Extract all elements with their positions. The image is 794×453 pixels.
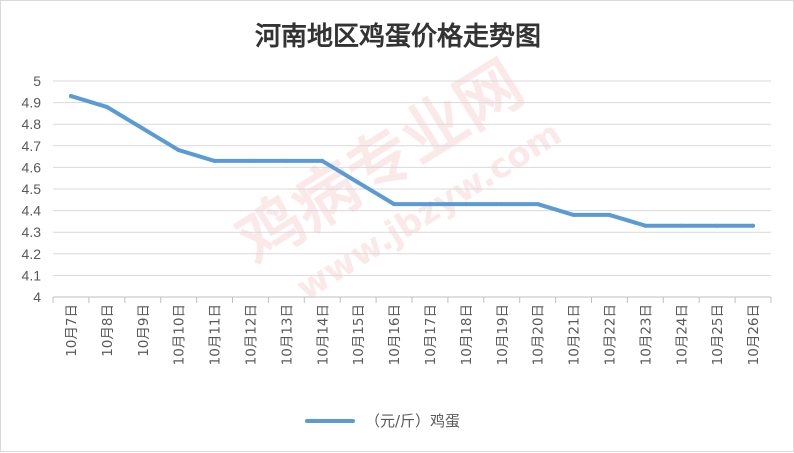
x-tick-label: 10月13日 bbox=[279, 304, 295, 365]
data-point bbox=[751, 223, 756, 228]
legend-label: （元/斤）鸡蛋 bbox=[365, 412, 460, 430]
gridlines bbox=[53, 80, 771, 276]
y-tick-label: 4 bbox=[33, 289, 41, 305]
y-tick-label: 4.2 bbox=[22, 246, 42, 262]
data-point bbox=[356, 180, 361, 185]
y-tick-label: 4.6 bbox=[22, 159, 42, 175]
x-tick-label: 10月8日 bbox=[100, 304, 116, 357]
data-point bbox=[571, 212, 576, 217]
watermark-logo: 鸡病专业网 www.jbzyw.com bbox=[225, 47, 568, 308]
x-tick-label: 10月15日 bbox=[351, 304, 367, 365]
data-point bbox=[499, 202, 504, 207]
data-point bbox=[535, 202, 540, 207]
data-point bbox=[392, 202, 397, 207]
data-point bbox=[248, 158, 253, 163]
series-layer bbox=[68, 94, 756, 228]
data-point bbox=[212, 158, 217, 163]
x-tick-label: 10月26日 bbox=[746, 304, 762, 365]
x-tick-label: 10月16日 bbox=[387, 304, 403, 365]
x-tick-label: 10月18日 bbox=[459, 304, 475, 365]
data-point bbox=[607, 212, 612, 217]
x-tick-label: 10月20日 bbox=[531, 304, 547, 365]
x-tick-label: 10月7日 bbox=[64, 304, 80, 357]
data-point bbox=[715, 223, 720, 228]
series-line bbox=[69, 94, 755, 228]
y-tick-label: 4.7 bbox=[22, 138, 42, 154]
legend: （元/斤）鸡蛋 bbox=[305, 412, 460, 430]
data-point bbox=[176, 148, 181, 153]
data-point bbox=[104, 104, 109, 109]
x-tick-label: 10月17日 bbox=[423, 304, 439, 365]
x-tick-label: 10月12日 bbox=[243, 304, 259, 365]
data-point bbox=[284, 158, 289, 163]
data-point bbox=[320, 158, 325, 163]
y-tick-label: 4.4 bbox=[22, 203, 42, 219]
x-tick-label: 10月9日 bbox=[136, 304, 152, 357]
y-tick-label: 4.1 bbox=[22, 267, 42, 283]
x-tick-label: 10月10日 bbox=[172, 304, 188, 365]
y-tick-label: 4.3 bbox=[22, 224, 42, 240]
x-tick-label: 10月25日 bbox=[710, 304, 726, 365]
y-axis-ticks: 4 4.1 4.2 4.3 4.4 4.5 4.6 4.7 4.8 4.9 5 bbox=[22, 73, 42, 305]
y-tick-label: 4.9 bbox=[22, 95, 42, 111]
x-tick-label: 10月22日 bbox=[602, 304, 618, 365]
data-point bbox=[140, 126, 145, 131]
x-tick-label: 10月11日 bbox=[208, 304, 224, 365]
x-tick-label: 10月21日 bbox=[567, 304, 583, 365]
data-point bbox=[427, 202, 432, 207]
x-tick-label: 10月23日 bbox=[638, 304, 654, 365]
data-point bbox=[463, 202, 468, 207]
data-point bbox=[679, 223, 684, 228]
chart-title: 河南地区鸡蛋价格走势图 bbox=[255, 21, 541, 52]
y-tick-label: 5 bbox=[33, 73, 41, 89]
data-point bbox=[68, 94, 73, 99]
x-tick-label: 10月14日 bbox=[315, 304, 331, 365]
x-axis: 10月7日 10月8日 10月9日 10月10日 10月11日 10月12日 10月13日 1… bbox=[52, 296, 772, 365]
y-tick-label: 4.8 bbox=[22, 116, 42, 132]
x-tick-label: 10月19日 bbox=[495, 304, 511, 365]
x-tick-label: 10月24日 bbox=[674, 304, 690, 365]
y-tick-label: 4.5 bbox=[22, 181, 42, 197]
data-point bbox=[643, 223, 648, 228]
